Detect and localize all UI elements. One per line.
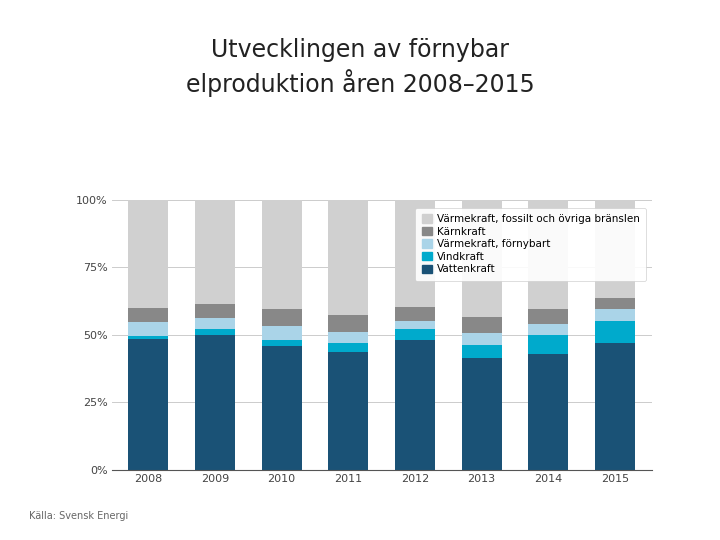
Bar xyxy=(395,329,435,340)
Bar xyxy=(462,316,502,333)
Text: Källa: Svensk Energi: Källa: Svensk Energi xyxy=(29,511,128,521)
Bar xyxy=(528,200,568,309)
Bar xyxy=(462,200,502,316)
Bar xyxy=(328,332,368,343)
Bar xyxy=(128,336,168,339)
Bar xyxy=(595,309,635,321)
Bar xyxy=(328,200,368,315)
Bar xyxy=(528,323,568,335)
Bar xyxy=(528,335,568,354)
Bar xyxy=(261,326,302,340)
Bar xyxy=(395,200,435,307)
Bar xyxy=(595,298,635,309)
Bar xyxy=(528,309,568,323)
Bar xyxy=(261,340,302,346)
Text: Utvecklingen av förnybar
elproduktion åren 2008–2015: Utvecklingen av förnybar elproduktion år… xyxy=(186,38,534,97)
Bar xyxy=(195,318,235,329)
Bar xyxy=(128,308,168,322)
Bar xyxy=(328,343,368,352)
Bar xyxy=(462,333,502,345)
Bar xyxy=(395,321,435,329)
Bar xyxy=(128,200,168,308)
Bar xyxy=(395,307,435,321)
Bar xyxy=(595,343,635,470)
Bar xyxy=(328,315,368,332)
Bar xyxy=(528,354,568,470)
Bar xyxy=(261,346,302,470)
Bar xyxy=(195,329,235,335)
Bar xyxy=(261,200,302,309)
Bar xyxy=(128,322,168,336)
Bar xyxy=(595,321,635,343)
Bar xyxy=(195,200,235,304)
Bar xyxy=(395,340,435,470)
Bar xyxy=(261,309,302,326)
Bar xyxy=(195,304,235,318)
Bar xyxy=(128,339,168,470)
Bar xyxy=(195,335,235,470)
Bar xyxy=(462,345,502,359)
Bar xyxy=(462,359,502,470)
Bar xyxy=(595,200,635,298)
Legend: Värmekraft, fossilt och övriga bränslen, Kärnkraft, Värmekraft, förnybart, Vindk: Värmekraft, fossilt och övriga bränslen,… xyxy=(415,208,647,281)
Bar xyxy=(328,352,368,470)
